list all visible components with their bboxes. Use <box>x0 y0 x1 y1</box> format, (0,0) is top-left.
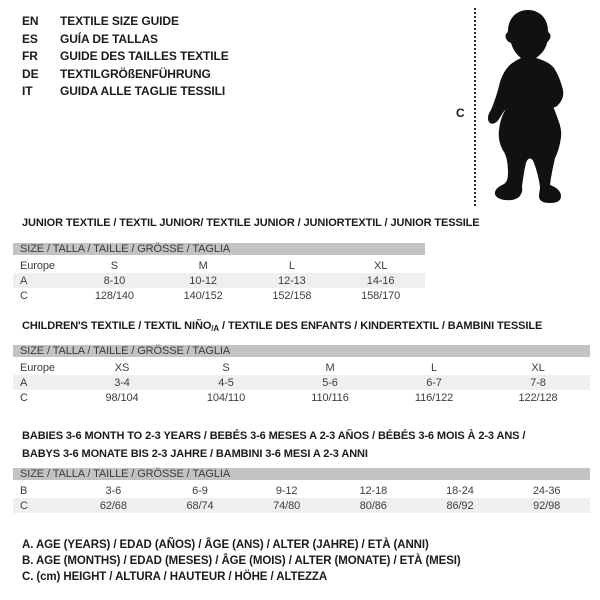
value-cell: 104/110 <box>206 391 246 404</box>
title-subscript: /A <box>211 324 220 333</box>
value-cell: 3-4 <box>70 375 174 390</box>
value-cell: 8-10 <box>70 273 159 288</box>
value-cell: XL <box>373 259 388 272</box>
lang-code: EN <box>22 14 39 28</box>
value-cell: L <box>288 259 295 272</box>
table-row-age: A 8-10 10-12 12-13 14-16 <box>13 273 425 288</box>
value-cell: 116/122 <box>414 391 454 404</box>
lang-code: IT <box>22 84 33 98</box>
value-cell: 74/80 <box>243 498 330 513</box>
value-cell: 80/86 <box>329 498 417 513</box>
value-cell: L <box>430 361 438 374</box>
value-cell: 9-12 <box>275 484 298 497</box>
value-cell: S <box>222 361 230 374</box>
value-cell: 12-13 <box>247 273 337 288</box>
value-cell: 128/140 <box>94 289 134 302</box>
lang-code: FR <box>22 49 38 63</box>
value-cell: 98/104 <box>105 391 139 404</box>
value-cell: 24-36 <box>532 484 561 497</box>
size-header-label: SIZE / TALLA / TAILLE / GRÖSSE / TAGLIA <box>13 468 590 483</box>
table-row-months: B 3-6 6-9 9-12 12-18 18-24 24-36 <box>13 482 590 499</box>
lang-label: GUIDE DES TAILLES TEXTILE <box>60 49 229 63</box>
baby-silhouette <box>487 10 564 203</box>
value-cell: 92/98 <box>503 498 590 513</box>
table-row-europe: Europe S M L XL <box>13 257 425 274</box>
size-header-row: SIZE / TALLA / TAILLE / GRÖSSE / TAGLIA <box>13 345 590 360</box>
section-title-junior: JUNIOR TEXTILE / TEXTIL JUNIOR/ TEXTILE … <box>22 217 480 229</box>
title-line-1: BABIES 3-6 MONTH TO 2-3 YEARS / BEBÉS 3-… <box>22 430 526 442</box>
value-cell: 3-6 <box>105 484 122 497</box>
value-cell: 5-6 <box>278 375 382 390</box>
title-line-2: BABYS 3-6 MONATE BIS 2-3 JAHRE / BAMBINI… <box>22 448 368 460</box>
height-marker-label: C <box>456 106 465 120</box>
table-row-height: C 98/104 104/110 110/116 116/122 122/128 <box>13 390 590 405</box>
lang-code: ES <box>22 31 38 46</box>
lang-row-es: ES GUÍA DE TALLAS <box>22 31 229 49</box>
title-part: / TEXTILE DES ENFANTS / KINDERTEXTIL / B… <box>219 320 543 332</box>
row-label: A <box>13 273 70 288</box>
row-label: C <box>13 498 70 513</box>
value-cell: M <box>325 361 335 374</box>
section-title-children: CHILDREN'S TEXTILE / TEXTIL NIÑO/A / TEX… <box>22 320 542 333</box>
legend-footnotes: A. AGE (YEARS) / EDAD (AÑOS) / ÂGE (ANS)… <box>22 537 461 585</box>
value-cell: 18-24 <box>446 484 474 497</box>
table-row-height: C 128/140 140/152 152/158 158/170 <box>13 288 425 303</box>
value-cell: 12-18 <box>359 484 388 497</box>
value-cell: 86/92 <box>416 498 504 513</box>
language-list: EN TEXTILE SIZE GUIDE ES GUÍA DE TALLAS … <box>22 13 229 101</box>
table-row-age: A 3-4 4-5 5-6 6-7 7-8 <box>13 375 590 390</box>
lang-row-fr: FR GUIDE DES TAILLES TEXTILE <box>22 48 229 66</box>
children-size-table: SIZE / TALLA / TAILLE / GRÖSSE / TAGLIA … <box>13 345 590 405</box>
table-row-europe: Europe XS S M L XL <box>13 359 590 376</box>
lang-row-de: DE TEXTILGRÖßENFÜHRUNG <box>22 66 229 84</box>
junior-size-table: SIZE / TALLA / TAILLE / GRÖSSE / TAGLIA … <box>13 243 425 303</box>
value-cell: 110/116 <box>311 391 349 404</box>
height-dashed-line <box>474 8 476 206</box>
footnote-a: A. AGE (YEARS) / EDAD (AÑOS) / ÂGE (ANS)… <box>22 539 429 551</box>
babies-size-table: SIZE / TALLA / TAILLE / GRÖSSE / TAGLIA … <box>13 468 590 513</box>
row-label: Europe <box>20 361 55 374</box>
value-cell: 152/158 <box>272 289 312 302</box>
footnote-b: B. AGE (MONTHS) / EDAD (MESES) / ÂGE (MO… <box>22 555 461 567</box>
row-label: A <box>13 375 70 390</box>
table-row-height: C 62/68 68/74 74/80 80/86 86/92 92/98 <box>13 498 590 513</box>
value-cell: XL <box>531 361 545 374</box>
value-cell: 14-16 <box>336 273 425 288</box>
value-cell: XS <box>114 361 130 374</box>
value-cell: 122/128 <box>518 391 558 404</box>
size-header-row: SIZE / TALLA / TAILLE / GRÖSSE / TAGLIA <box>13 243 425 258</box>
lang-label: TEXTILE SIZE GUIDE <box>60 14 179 28</box>
value-cell: 6-9 <box>192 484 208 497</box>
value-cell: 158/170 <box>361 289 401 302</box>
size-header-label: SIZE / TALLA / TAILLE / GRÖSSE / TAGLIA <box>13 345 590 360</box>
section-title-babies: BABIES 3-6 MONTH TO 2-3 YEARS / BEBÉS 3-… <box>22 427 525 463</box>
lang-label: TEXTILGRÖßENFÜHRUNG <box>60 66 211 81</box>
row-label: C <box>20 391 28 404</box>
value-cell: 10-12 <box>158 273 248 288</box>
value-cell: 7-8 <box>486 375 590 390</box>
footnote-c: C. (cm) HEIGHT / ALTURA / HAUTEUR / HÖHE… <box>22 571 328 583</box>
lang-label: GUIDA ALLE TAGLIE TESSILI <box>60 84 226 98</box>
value-cell: 68/74 <box>156 498 244 513</box>
lang-row-it: IT GUIDA ALLE TAGLIE TESSILI <box>22 83 229 101</box>
lang-label: GUÍA DE TALLAS <box>60 31 158 46</box>
value-cell: M <box>198 259 208 272</box>
value-cell: 4-5 <box>174 375 278 390</box>
value-cell: S <box>110 259 118 272</box>
value-cell: 62/68 <box>70 498 157 513</box>
lang-row-en: EN TEXTILE SIZE GUIDE <box>22 13 229 31</box>
lang-code: DE <box>22 66 39 81</box>
row-label: C <box>20 289 28 302</box>
value-cell: 140/152 <box>183 289 223 302</box>
size-header-label: SIZE / TALLA / TAILLE / GRÖSSE / TAGLIA <box>13 243 425 258</box>
title-part: CHILDREN'S TEXTILE / TEXTIL NIÑO <box>22 320 212 332</box>
value-cell: 6-7 <box>382 375 486 390</box>
row-label: B <box>20 484 28 497</box>
row-label: Europe <box>20 259 55 272</box>
size-header-row: SIZE / TALLA / TAILLE / GRÖSSE / TAGLIA <box>13 468 590 483</box>
